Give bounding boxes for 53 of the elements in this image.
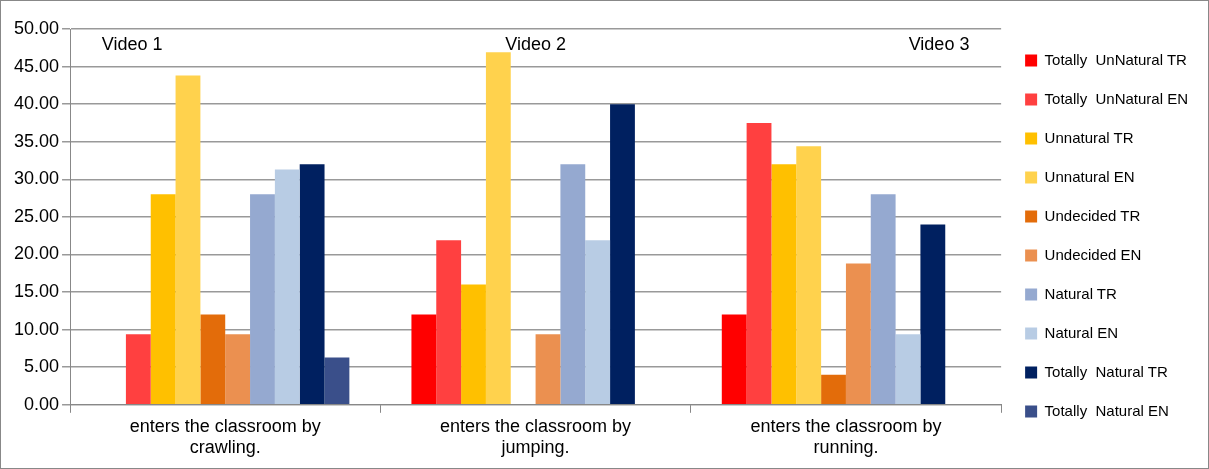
bar	[821, 374, 846, 405]
y-tick-label: 20.00	[14, 243, 60, 264]
bar	[560, 164, 586, 405]
bar	[585, 240, 611, 405]
bar	[250, 194, 275, 405]
bar	[920, 224, 946, 405]
legend-label: Natural EN	[1044, 323, 1118, 341]
legend-label: Totally Natural TR	[1044, 362, 1168, 380]
x-tick-label: enters the classroom by crawling.	[129, 415, 321, 458]
bar	[721, 314, 747, 405]
legend-label: Totally Natural EN	[1044, 401, 1169, 419]
bar	[200, 314, 226, 405]
legend-label: Undecided TR	[1044, 206, 1141, 224]
y-tick-label: 50.00	[14, 17, 60, 38]
annotation: Video 3	[908, 33, 970, 54]
bar	[436, 240, 462, 405]
bar	[895, 334, 921, 405]
annotation: Video 2	[505, 33, 566, 54]
bar	[274, 169, 300, 405]
legend-label: Totally UnNatural EN	[1044, 89, 1188, 107]
legend-label: Totally UnNatural TR	[1044, 50, 1188, 68]
bar	[845, 263, 871, 405]
bar	[299, 164, 325, 405]
y-tick-label: 30.00	[14, 168, 60, 189]
bar	[870, 194, 896, 405]
y-tick-label: 5.00	[24, 356, 60, 377]
x-tick-label: enters the classroom by jumping.	[440, 415, 632, 458]
bar	[485, 52, 511, 405]
bar	[411, 314, 437, 405]
bar	[175, 75, 201, 405]
y-tick-label: 15.00	[14, 281, 60, 302]
bar	[610, 104, 635, 405]
bar	[461, 284, 486, 405]
legend-label: Unnatural EN	[1044, 167, 1135, 185]
legend-label: Unnatural TR	[1044, 128, 1134, 146]
bar	[125, 334, 151, 405]
bar	[150, 194, 176, 405]
x-tick-label: enters the classroom by running.	[750, 415, 942, 458]
y-tick-label: 25.00	[14, 205, 60, 226]
bar	[324, 357, 350, 405]
legend-label: Natural TR	[1044, 284, 1118, 302]
bar	[535, 334, 561, 405]
bar	[225, 334, 251, 405]
y-tick-label: 45.00	[14, 55, 60, 76]
bar	[796, 146, 822, 405]
annotation: Video 1	[101, 33, 163, 54]
y-tick-label: 40.00	[14, 93, 60, 114]
legend-label: Undecided EN	[1044, 245, 1142, 263]
y-tick-label: 0.00	[24, 393, 60, 414]
y-tick-label: 35.00	[14, 130, 60, 151]
bar	[771, 164, 797, 405]
bar	[746, 122, 772, 405]
y-tick-label: 10.00	[14, 318, 60, 339]
